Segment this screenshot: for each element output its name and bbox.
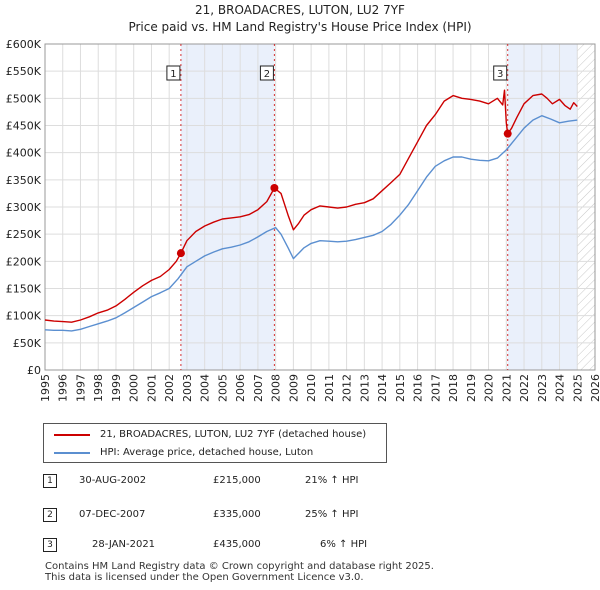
- sale-price: £335,000: [213, 509, 261, 520]
- sale-point-2: [270, 183, 279, 192]
- y-tick-label: £550K: [6, 65, 42, 78]
- legend-swatch-hpi: [54, 452, 90, 454]
- x-tick-label: 2004: [199, 374, 212, 402]
- x-tick-label: 2016: [412, 374, 425, 402]
- sale-number-badge: 1: [43, 474, 57, 488]
- x-tick-label: 2014: [376, 374, 389, 402]
- x-tick-label: 2017: [429, 374, 442, 402]
- sale-row-2: 2 07-DEC-2007 £335,000 25% ↑ HPI: [43, 506, 503, 526]
- sale-date: 07-DEC-2007: [79, 509, 146, 520]
- sale-row-1: 1 30-AUG-2002 £215,000 21% ↑ HPI: [43, 472, 503, 492]
- x-tick-label: 2003: [181, 374, 194, 402]
- x-tick-label: 2026: [589, 374, 600, 402]
- y-tick-label: £350K: [6, 174, 42, 187]
- sale-hpi-change: 25% ↑ HPI: [305, 509, 359, 520]
- sale-number-badge: 2: [43, 508, 57, 522]
- x-tick-label: 2011: [323, 374, 336, 402]
- sale-point-3: [503, 129, 512, 138]
- x-tick-label: 2012: [341, 374, 354, 402]
- legend-swatch-property: [54, 434, 90, 436]
- x-tick-label: 2022: [518, 374, 531, 402]
- sale-point-1: [176, 249, 185, 258]
- sale-label-box-3: [493, 65, 508, 81]
- x-tick-label: 2025: [571, 374, 584, 402]
- x-tick-label: 2024: [554, 374, 567, 402]
- sale-label-box-2: [259, 65, 274, 81]
- footer-line-1: Contains HM Land Registry data © Crown c…: [45, 561, 434, 572]
- y-tick-label: £400K: [6, 147, 42, 160]
- x-tick-label: 2021: [500, 374, 513, 402]
- x-tick-label: 2000: [128, 374, 141, 402]
- y-tick-label: £500K: [6, 92, 42, 105]
- x-tick-label: 2006: [234, 374, 247, 402]
- x-tick-label: 1998: [92, 374, 105, 402]
- sale-label-2: 2: [264, 69, 270, 80]
- x-tick-label: 1997: [74, 374, 87, 402]
- y-tick-label: £250K: [6, 228, 42, 241]
- sale-hpi-change: 6% ↑ HPI: [320, 539, 368, 550]
- legend-label-hpi: HPI: Average price, detached house, Luto…: [100, 447, 314, 458]
- sale-label-box-1: [166, 65, 181, 81]
- x-tick-label: 2018: [447, 374, 460, 402]
- sale-price: £435,000: [213, 539, 261, 550]
- chart-subtitle: Price paid vs. HM Land Registry's House …: [128, 20, 471, 34]
- x-tick-label: 2010: [305, 374, 318, 402]
- sale-price: £215,000: [213, 475, 261, 486]
- sale-row-3: 3 28-JAN-2021 £435,000 6% ↑ HPI: [43, 536, 503, 556]
- x-tick-label: 1996: [57, 374, 70, 402]
- y-tick-label: £600K: [6, 38, 42, 51]
- price-chart: 21, BROADACRES, LUTON, LU2 7YF Price pai…: [6, 3, 600, 402]
- x-tick-label: 2008: [270, 374, 283, 402]
- footer-line-2: This data is licensed under the Open Gov…: [45, 572, 364, 583]
- x-tick-label: 2023: [536, 374, 549, 402]
- plot-frame: [44, 43, 596, 371]
- sale-label-3: 3: [497, 69, 503, 80]
- x-tick-label: 2001: [145, 374, 158, 402]
- x-tick-label: 2005: [216, 374, 229, 402]
- x-tick-label: 2009: [287, 374, 300, 402]
- x-tick-label: 1995: [39, 374, 52, 402]
- y-tick-label: £450K: [6, 120, 42, 133]
- y-tick-label: £300K: [6, 201, 42, 214]
- sale-number-badge: 3: [43, 538, 57, 552]
- y-tick-label: £0: [27, 364, 41, 377]
- y-tick-label: £100K: [6, 310, 42, 323]
- sale-date: 28-JAN-2021: [92, 539, 156, 550]
- x-tick-label: 2002: [163, 374, 176, 402]
- x-tick-label: 2007: [252, 374, 265, 402]
- x-tick-label: 2013: [358, 374, 371, 402]
- sale-hpi-change: 21% ↑ HPI: [305, 475, 359, 486]
- x-tick-label: 2015: [394, 374, 407, 402]
- sale-label-1: 1: [170, 69, 176, 80]
- legend: 21, BROADACRES, LUTON, LU2 7YF (detached…: [43, 423, 387, 463]
- sale-date: 30-AUG-2002: [79, 475, 147, 486]
- footer-attribution: Contains HM Land Registry data © Crown c…: [45, 561, 434, 583]
- legend-label-property: 21, BROADACRES, LUTON, LU2 7YF (detached…: [100, 429, 367, 440]
- x-tick-label: 2020: [483, 374, 496, 402]
- hpi-line: [44, 114, 578, 332]
- y-tick-label: £150K: [6, 283, 42, 296]
- x-tick-label: 1999: [110, 374, 123, 402]
- chart-title: 21, BROADACRES, LUTON, LU2 7YF: [195, 3, 405, 17]
- y-tick-label: £200K: [6, 255, 42, 268]
- y-tick-label: £50K: [13, 337, 42, 350]
- x-tick-label: 2019: [465, 374, 478, 402]
